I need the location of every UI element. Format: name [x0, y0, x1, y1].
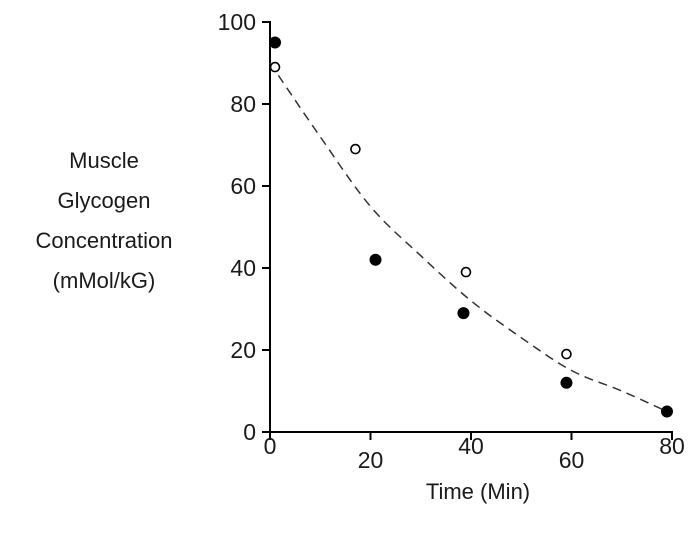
open-data-point	[350, 143, 361, 155]
open-data-point	[269, 61, 281, 73]
filled-data-point	[660, 405, 673, 418]
y-tick-label: 20	[230, 337, 256, 363]
y-tick-label: 100	[218, 9, 256, 35]
x-axis-title: Time (Min)	[426, 479, 530, 504]
y-axis-title: Muscle Glycogen Concentration (mMol/kG)	[36, 148, 173, 293]
x-tick-label: 0	[264, 433, 277, 459]
x-tick-label: 60	[559, 447, 585, 473]
x-tick-label: 20	[358, 447, 384, 473]
filled-data-point	[369, 253, 382, 266]
y-tick-label: 40	[230, 255, 256, 281]
filled-data-point	[269, 36, 282, 49]
y-tick-label: 0	[243, 419, 256, 445]
x-tick-label: 80	[659, 433, 685, 459]
y-tick-label: 80	[230, 91, 256, 117]
x-tick-label: 40	[458, 433, 484, 459]
filled-data-point	[457, 307, 470, 320]
y-axis-ticks: 0 20 40 60 80 100	[218, 9, 270, 445]
y-axis-title-line: (mMol/kG)	[53, 268, 156, 293]
data-points	[269, 36, 673, 418]
y-axis-title-line: Concentration	[36, 228, 173, 253]
y-axis-title-line: Glycogen	[58, 188, 151, 213]
open-data-point	[561, 348, 572, 360]
filled-data-point	[560, 376, 573, 389]
open-data-point	[460, 266, 472, 278]
trend-line	[269, 62, 668, 413]
y-tick-label: 60	[230, 173, 256, 199]
x-axis-ticks: 0 20 40 60 80	[264, 432, 685, 473]
y-axis-title-line: Muscle	[69, 148, 139, 173]
